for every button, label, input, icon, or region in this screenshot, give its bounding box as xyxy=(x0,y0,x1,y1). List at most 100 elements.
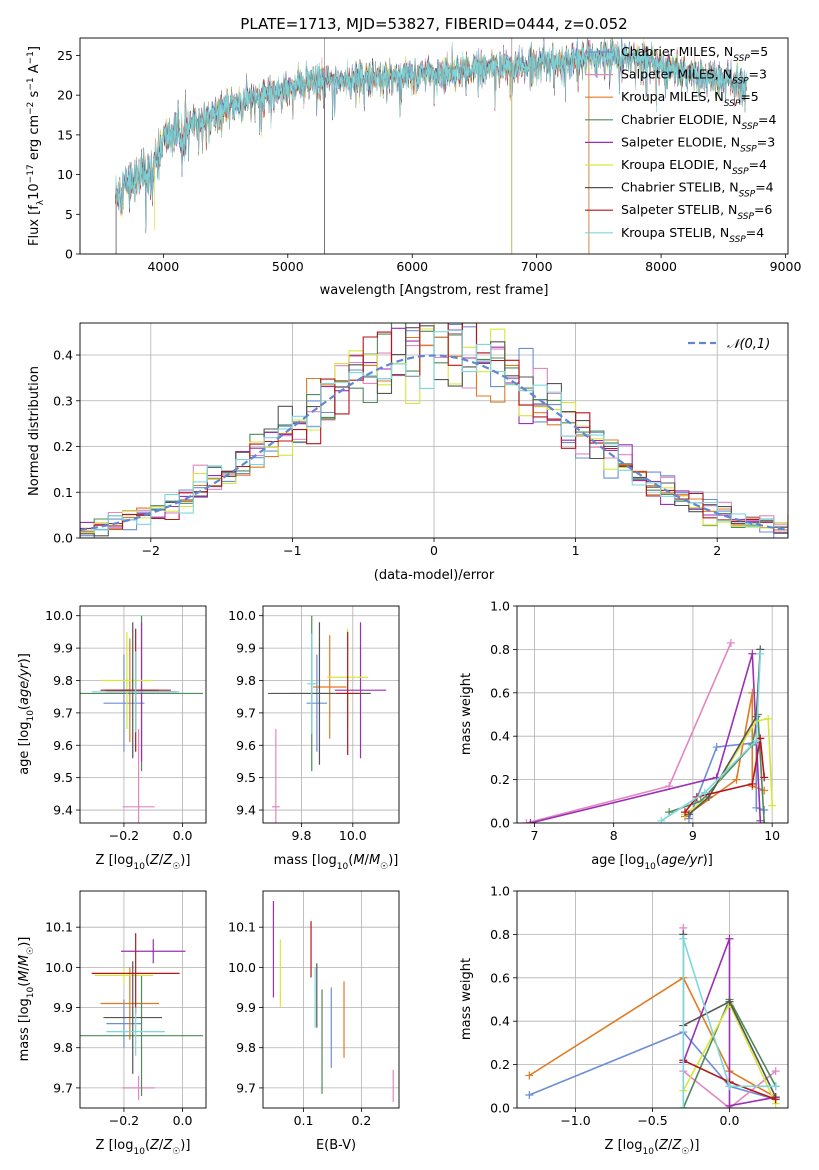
mass-age-ytick-label: 9.6 xyxy=(236,738,256,753)
z-mass-ytick-label: 9.9 xyxy=(53,1000,73,1015)
legend-entry-label: Kroupa ELODIE, NSSP=4 xyxy=(621,157,767,177)
residuals-ytick-label: 0.0 xyxy=(53,531,73,546)
residuals-xtick-label: −1 xyxy=(283,543,301,558)
mass-age-ytick-label: 9.8 xyxy=(236,673,256,688)
residuals-xlabel: (data-model)/error xyxy=(374,568,495,583)
residuals-xtick-label: −2 xyxy=(142,543,160,558)
z-weight-plot-area xyxy=(525,923,780,1108)
age-weight-marker xyxy=(756,649,765,658)
z-weight-ytick-label: 0.0 xyxy=(490,1101,510,1116)
residuals-legend: 𝒩(0,1) xyxy=(688,337,770,352)
mass-age-ytick-label: 9.5 xyxy=(236,770,256,785)
z-mass-ylabel: mass [log10(M/M☉)] xyxy=(17,937,36,1062)
z-mass-frame xyxy=(79,890,207,1109)
z-weight-marker xyxy=(725,997,734,1006)
age-weight-ytick-label: 1.0 xyxy=(490,599,510,614)
z-age-frame xyxy=(79,605,207,824)
spectrum-ytick-label: 20 xyxy=(57,88,73,103)
z-weight-ytick-label: 0.4 xyxy=(490,1014,510,1029)
mass-age-errorbar-kroupa-stelib xyxy=(307,633,317,734)
residuals-ytick-label: 0.4 xyxy=(53,348,73,363)
mass-age-xtick-label: 10.0 xyxy=(339,828,367,843)
mass-age-frame xyxy=(262,605,400,824)
z-age-xtick-label: 0.0 xyxy=(173,828,193,843)
z-weight-series-kroupa-stelib xyxy=(679,934,780,1108)
z-weight-marker xyxy=(679,1104,688,1108)
z-weight-marker xyxy=(771,1095,780,1104)
age-weight-marker xyxy=(748,779,757,788)
normal-reference-curve xyxy=(80,354,788,532)
ebv-mass-frame xyxy=(262,890,400,1109)
legend-entry-label: Salpeter MILES, NSSP=3 xyxy=(621,67,767,87)
spectrum-series-kroupa-stelib xyxy=(115,38,747,229)
spectrum-ylabel: Flux [fλ10−17 erg cm−2 s−1 A−1] xyxy=(26,46,46,246)
age-weight-marker xyxy=(700,788,709,797)
z-weight-ytick-label: 1.0 xyxy=(490,884,510,899)
age-weight-marker xyxy=(748,688,757,697)
z-weight-marker xyxy=(525,1090,534,1099)
age-weight-marker xyxy=(726,638,735,647)
legend-entry-label: Chabrier MILES, NSSP=5 xyxy=(621,44,768,64)
z-mass-errorbar-salpeter-stelib xyxy=(91,933,180,1014)
z-weight-ytick-label: 0.2 xyxy=(490,1057,510,1072)
age-weight-marker xyxy=(526,819,535,823)
ebv-mass-ytick-label: 10.0 xyxy=(228,960,256,975)
z-weight-marker xyxy=(525,1071,534,1080)
mass-age-errorbar-salpeter-stelib xyxy=(336,631,360,755)
legend-entry-label: Salpeter ELODIE, NSSP=3 xyxy=(621,134,775,154)
z-age-errorbar-salpeter-miles xyxy=(122,729,155,823)
z-weight-xtick-label: −0.5 xyxy=(637,1113,667,1128)
figure-title: PLATE=1713, MJD=53827, FIBERID=0444, z=0… xyxy=(240,15,627,33)
ebv-mass-ytick-label: 10.1 xyxy=(228,920,256,935)
residuals-panel xyxy=(80,323,788,539)
ebv-mass-ytick-label: 9.7 xyxy=(236,1080,256,1095)
age-weight-marker xyxy=(680,808,689,817)
age-weight-marker xyxy=(756,816,765,823)
z-mass-errorbar-kroupa-stelib xyxy=(106,1007,165,1056)
z-weight-marker xyxy=(725,934,734,943)
z-age-errorbar-kroupa-stelib xyxy=(91,651,180,733)
ebv-mass-xtick-label: 0.1 xyxy=(294,1113,314,1128)
z-age-ytick-label: 9.8 xyxy=(53,673,73,688)
age-weight-marker xyxy=(657,816,666,823)
z-age-plot-area xyxy=(80,615,204,823)
age-weight-series-salpeter-miles xyxy=(522,638,735,823)
z-weight-ytick-label: 0.8 xyxy=(490,927,510,942)
spectrum-ytick-label: 10 xyxy=(57,167,73,182)
residuals-xtick-label: 1 xyxy=(572,543,580,558)
z-age-xlabel: Z [log10(Z/Z☉)] xyxy=(96,853,191,872)
spectrum-ytick-label: 5 xyxy=(65,207,73,222)
age-weight-marker xyxy=(522,819,531,823)
z-weight-marker xyxy=(771,1067,780,1076)
age-weight-marker xyxy=(768,801,777,810)
spectrum-ytick-label: 0 xyxy=(65,247,73,262)
z-age-ytick-label: 9.9 xyxy=(53,641,73,656)
legend-entry-label: Salpeter STELIB, NSSP=6 xyxy=(621,202,772,222)
age-weight-series-salpeter-stelib xyxy=(680,734,769,817)
z-mass-ytick-label: 9.7 xyxy=(53,1080,73,1095)
spectrum-ytick-label: 25 xyxy=(57,48,73,63)
z-age-ytick-label: 10.0 xyxy=(45,608,73,623)
spectrum-xtick-label: 5000 xyxy=(272,259,304,274)
residuals-ytick-label: 0.1 xyxy=(53,485,73,500)
z-weight-panel xyxy=(517,890,788,1109)
z-mass-xtick-label: 0.0 xyxy=(173,1113,193,1128)
age-weight-marker xyxy=(764,714,773,723)
z-mass-errorbar-kroupa-elodie xyxy=(94,967,154,984)
ebv-mass-xlabel: E(B-V) xyxy=(316,1138,356,1153)
z-mass-ytick-label: 10.1 xyxy=(45,920,73,935)
mass-age-ytick-label: 10.0 xyxy=(228,608,256,623)
z-weight-marker xyxy=(771,1082,780,1091)
ebv-mass-ytick-label: 9.8 xyxy=(236,1040,256,1055)
spectrum-xtick-label: 8000 xyxy=(645,259,677,274)
mass-age-errorbar-kroupa-miles xyxy=(313,635,347,739)
z-mass-ytick-label: 9.8 xyxy=(53,1040,73,1055)
ebv-mass-xtick-label: 0.2 xyxy=(351,1113,371,1128)
z-age-ytick-label: 9.5 xyxy=(53,770,73,785)
age-weight-marker xyxy=(748,649,757,658)
z-mass-errorbar-salpeter-elodie xyxy=(121,939,186,964)
z-mass-errorbar-chabrier-elodie xyxy=(80,975,204,1096)
age-weight-marker xyxy=(756,734,765,743)
residuals-ylabel: Normed distribution xyxy=(27,366,42,496)
